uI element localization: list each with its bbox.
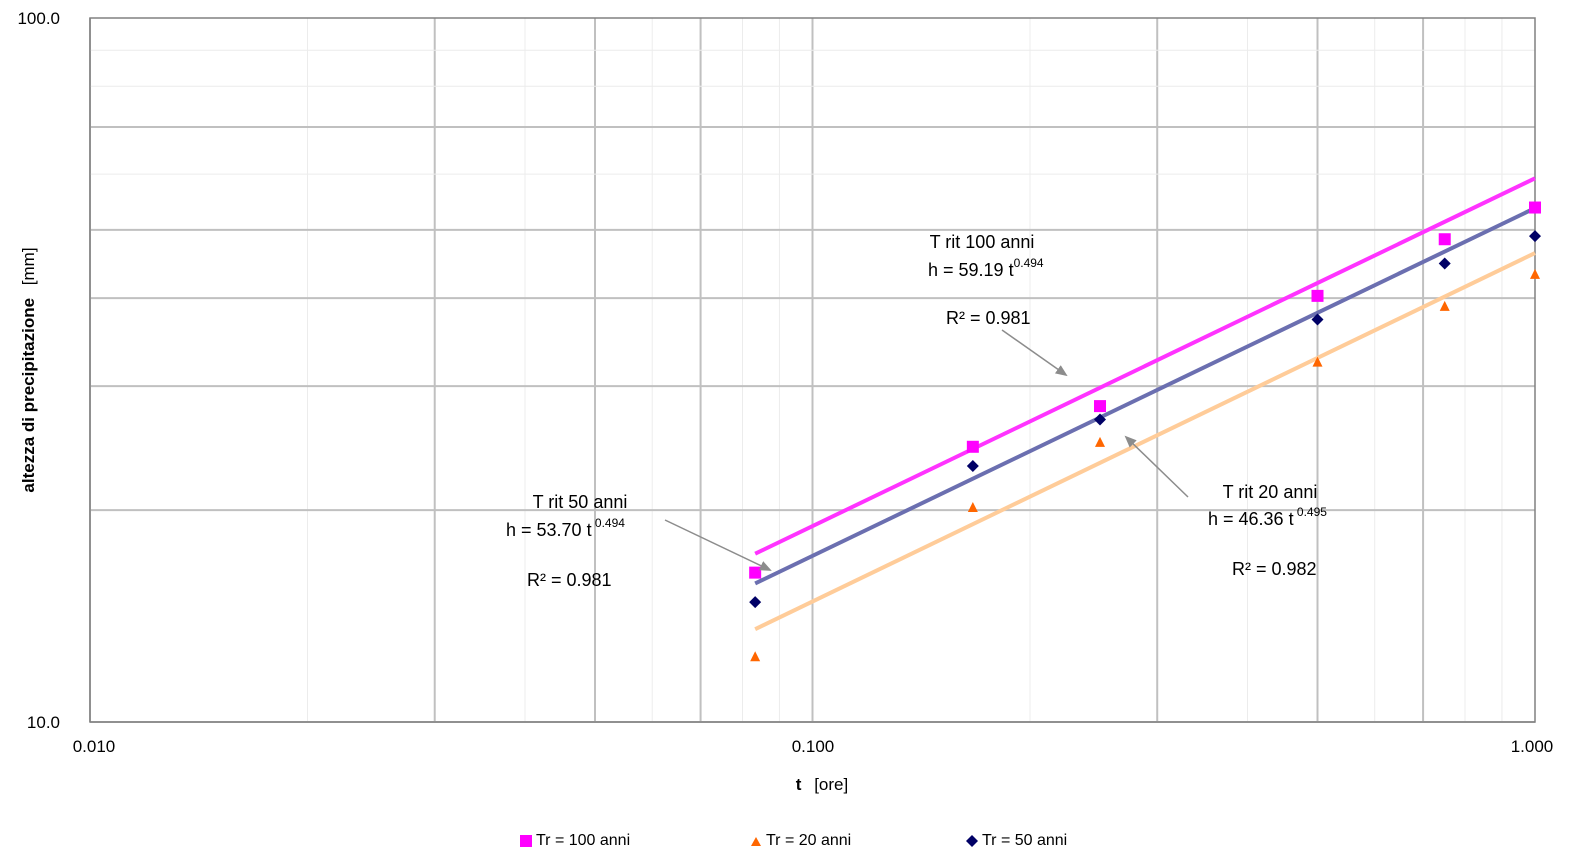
annotation-100-equation: h = 59.19 t0.494 — [928, 256, 1044, 280]
x-axis-title-bold: t — [796, 775, 802, 794]
data-point-series-1 — [967, 502, 978, 513]
annotation-20-eq-main: h = 46.36 t — [1208, 509, 1294, 529]
annotation-50-arrow — [664, 519, 772, 571]
legend: Tr = 100 anni Tr = 20 anni Tr = 50 anni — [520, 832, 1067, 850]
annotation-100-eq-main: h = 59.19 t — [928, 260, 1014, 280]
legend-marker-square — [520, 835, 532, 847]
data-point-series-2 — [749, 596, 762, 609]
legend-label-50: Tr = 50 anni — [982, 832, 1068, 849]
data-point-series-1 — [1095, 436, 1106, 447]
data-point-series-1 — [750, 651, 761, 662]
x-axis-title-unit: [ore] — [814, 775, 848, 794]
trendline-2 — [754, 251, 1536, 631]
data-point-series-1 — [1439, 300, 1450, 311]
data-point-series-2 — [1438, 257, 1451, 270]
x-axis-title: t [ore] — [796, 775, 848, 794]
data-point-series-0 — [1094, 400, 1107, 413]
annotation-100-eq-exp: 0.494 — [1014, 256, 1044, 270]
annotation-20: T rit 20 anni h = 46.36 t 0.495 R² = 0.9… — [1208, 482, 1327, 579]
annotation-50-r2: R² = 0.981 — [527, 570, 612, 590]
annotation-20-r2: R² = 0.982 — [1232, 559, 1317, 579]
x-tick-label-0: 0.010 — [73, 737, 116, 756]
data-point-series-2 — [1094, 413, 1107, 426]
annotation-50-eq-main: h = 53.70 t — [506, 520, 592, 540]
data-point-series-2 — [1311, 313, 1324, 326]
data-point-series-1 — [1530, 268, 1540, 279]
y-tick-label-max: 100.0 — [17, 9, 60, 28]
chart-svg: 100.0 10.0 0.010 0.100 1.000 t [ore] alt… — [17, 9, 1554, 794]
plot-frame — [89, 17, 1536, 723]
legend-marker-diamond — [966, 835, 978, 847]
annotation-100: T rit 100 anni h = 59.19 t0.494 R² = 0.9… — [928, 232, 1044, 328]
y-axis-title-unit: [mm] — [19, 247, 38, 285]
data-point-series-2 — [1529, 230, 1541, 243]
y-axis-title-bold: altezza di precipitazione — [19, 298, 38, 493]
data-point-series-0 — [1438, 233, 1451, 246]
annotation-20-eq-exp: 0.495 — [1294, 505, 1328, 519]
annotation-50-title: T rit 50 anni — [533, 492, 628, 512]
legend-label-20: Tr = 20 anni — [766, 832, 852, 849]
legend-label-100: Tr = 100 anni — [536, 832, 631, 849]
annotation-20-title: T rit 20 anni — [1223, 482, 1318, 502]
data-point-series-1 — [1312, 356, 1323, 367]
legend-item-50: Tr = 50 anni — [966, 832, 1067, 850]
legend-marker-triangle — [751, 837, 761, 846]
legend-item-100: Tr = 100 anni — [520, 832, 750, 850]
data-point-series-0 — [966, 440, 979, 453]
y-axis-title: altezza di precipitazione [mm] — [19, 247, 38, 492]
annotation-50-eq-exp: 0.494 — [592, 516, 626, 530]
data-point-series-2 — [966, 460, 979, 473]
trendline-0 — [754, 176, 1536, 556]
data-points — [749, 201, 1541, 662]
x-tick-label-1: 0.100 — [792, 737, 835, 756]
legend-item-20: Tr = 20 anni — [750, 832, 966, 850]
y-tick-label-min: 10.0 — [27, 713, 60, 732]
x-tick-label-2: 1.000 — [1511, 737, 1554, 756]
annotation-100-r2: R² = 0.981 — [946, 308, 1031, 328]
annotation-50: T rit 50 anni h = 53.70 t 0.494 R² = 0.9… — [506, 492, 627, 590]
grid — [89, 18, 1535, 723]
trendline-1 — [754, 206, 1536, 586]
annotation-100-title: T rit 100 anni — [930, 232, 1035, 252]
data-point-series-0 — [749, 566, 762, 579]
annotation-20-equation: h = 46.36 t 0.495 — [1208, 505, 1327, 529]
trendlines — [754, 176, 1536, 631]
annotation-20-arrow — [1124, 435, 1189, 498]
data-point-series-0 — [1529, 201, 1541, 214]
annotation-50-equation: h = 53.70 t 0.494 — [506, 516, 625, 540]
annotation-100-arrow — [1001, 329, 1068, 377]
data-point-series-0 — [1311, 289, 1324, 302]
